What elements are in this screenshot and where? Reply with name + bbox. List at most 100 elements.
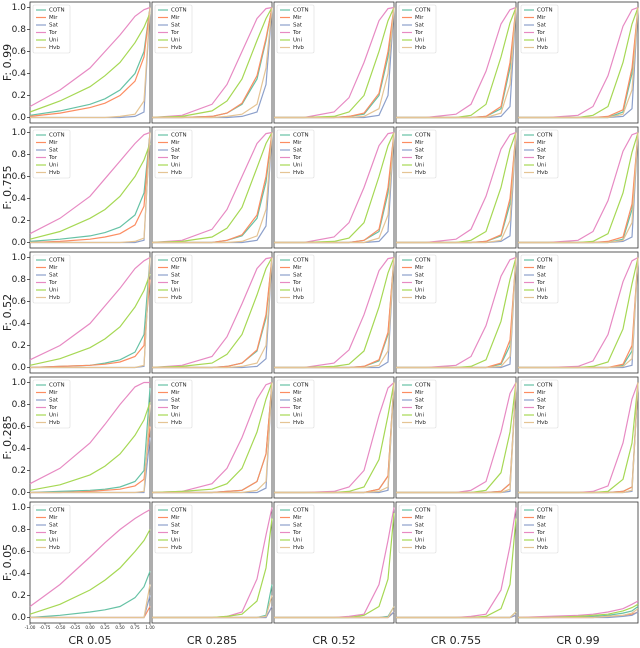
- x-tick-label: 0.00: [85, 625, 95, 630]
- legend-label: Uni: [415, 163, 425, 169]
- y-tick-label: 1.0: [12, 503, 27, 513]
- series-line: [396, 257, 517, 369]
- legend-label: Mir: [293, 265, 302, 271]
- legend-label: Sat: [293, 273, 303, 279]
- x-axis-label: CR 0.52: [312, 634, 355, 647]
- legend-label: Sat: [537, 23, 547, 29]
- legend-label: Sat: [537, 273, 547, 279]
- legend-label: Mir: [293, 515, 302, 521]
- legend-label: Hvb: [171, 170, 182, 176]
- legend-label: Hvb: [293, 545, 304, 551]
- legend-label: Sat: [537, 523, 547, 529]
- legend-label: Mir: [49, 15, 58, 21]
- series-line: [274, 132, 395, 244]
- legend-label: Hvb: [293, 420, 304, 426]
- series-line: [396, 7, 517, 119]
- legend-label: Sat: [415, 148, 425, 154]
- legend-label: Uni: [171, 288, 181, 294]
- y-tick-label: 1.0: [12, 128, 27, 138]
- legend-label: Uni: [415, 38, 425, 44]
- legend-label: COTN: [293, 258, 309, 264]
- x-axis-label: CR 0.05: [68, 634, 111, 647]
- series-line: [29, 256, 151, 361]
- y-tick-label: 0.6: [12, 172, 27, 182]
- legend-label: Mir: [49, 265, 58, 271]
- y-axis-label: F: 0.755: [1, 165, 14, 209]
- series-line: [274, 382, 395, 494]
- legend-label: Mir: [171, 265, 180, 271]
- legend-label: Tor: [170, 30, 180, 36]
- legend-label: COTN: [415, 508, 431, 514]
- legend-label: Hvb: [171, 420, 182, 426]
- legend-label: COTN: [49, 258, 65, 264]
- y-tick-label: 0.2: [12, 216, 26, 226]
- legend-label: Sat: [171, 523, 181, 529]
- legend-label: Tor: [170, 155, 180, 161]
- legend-label: Tor: [292, 405, 302, 411]
- legend-label: Mir: [171, 390, 180, 396]
- legend-label: COTN: [171, 383, 187, 389]
- y-tick-label: 0.6: [12, 47, 27, 57]
- legend-label: COTN: [49, 133, 65, 139]
- legend-label: Uni: [171, 38, 181, 44]
- legend-label: Hvb: [415, 170, 426, 176]
- legend-label: Mir: [415, 390, 424, 396]
- legend-label: COTN: [293, 133, 309, 139]
- series-line: [396, 611, 517, 619]
- series-line: [152, 257, 273, 369]
- legend-label: Uni: [171, 413, 181, 419]
- legend-label: Hvb: [171, 45, 182, 51]
- legend-label: Tor: [48, 155, 58, 161]
- legend-label: Sat: [293, 148, 303, 154]
- legend-label: Sat: [293, 523, 303, 529]
- series-line: [29, 7, 151, 116]
- series-line: [518, 608, 639, 619]
- legend-label: Hvb: [293, 45, 304, 51]
- legend-label: Tor: [536, 155, 546, 161]
- legend-label: Tor: [536, 530, 546, 536]
- series-line: [29, 6, 151, 108]
- legend-label: Tor: [48, 405, 58, 411]
- legend-label: Sat: [49, 23, 59, 29]
- legend-label: Uni: [49, 538, 59, 544]
- x-tick-label: -0.50: [55, 625, 66, 630]
- legend-label: Uni: [537, 38, 547, 44]
- legend-label: Mir: [537, 390, 546, 396]
- y-tick-label: 0.8: [12, 150, 27, 160]
- legend-label: COTN: [293, 508, 309, 514]
- legend-label: Uni: [49, 288, 59, 294]
- legend-label: Hvb: [49, 170, 60, 176]
- y-axis-label: F: 0.52: [1, 294, 14, 331]
- legend-label: Tor: [170, 280, 180, 286]
- legend-label: Mir: [537, 515, 546, 521]
- series-line: [151, 131, 273, 244]
- legend-label: Hvb: [49, 420, 60, 426]
- legend-label: COTN: [171, 133, 187, 139]
- legend-label: Sat: [49, 523, 59, 529]
- y-tick-label: 0.8: [12, 400, 27, 410]
- legend-label: Hvb: [415, 45, 426, 51]
- legend-label: Uni: [49, 38, 59, 44]
- legend-label: Hvb: [415, 545, 426, 551]
- series-line: [518, 7, 639, 119]
- legend-label: Sat: [415, 398, 425, 404]
- legend-label: COTN: [537, 8, 553, 14]
- legend-label: Sat: [49, 273, 59, 279]
- legend-label: COTN: [171, 508, 187, 514]
- series-line: [29, 131, 151, 235]
- y-tick-label: 0.8: [12, 275, 27, 285]
- series-line: [274, 257, 395, 369]
- legend-label: Tor: [292, 30, 302, 36]
- legend-label: Mir: [293, 390, 302, 396]
- legend-label: Uni: [293, 163, 303, 169]
- y-tick-label: 0.0: [12, 488, 27, 498]
- legend-label: Tor: [170, 405, 180, 411]
- legend-label: Sat: [171, 273, 181, 279]
- series-line: [30, 404, 151, 494]
- series-line: [151, 6, 273, 119]
- series-line: [151, 7, 273, 119]
- legend-label: Hvb: [537, 420, 548, 426]
- series-line: [152, 382, 273, 494]
- legend-label: Mir: [537, 140, 546, 146]
